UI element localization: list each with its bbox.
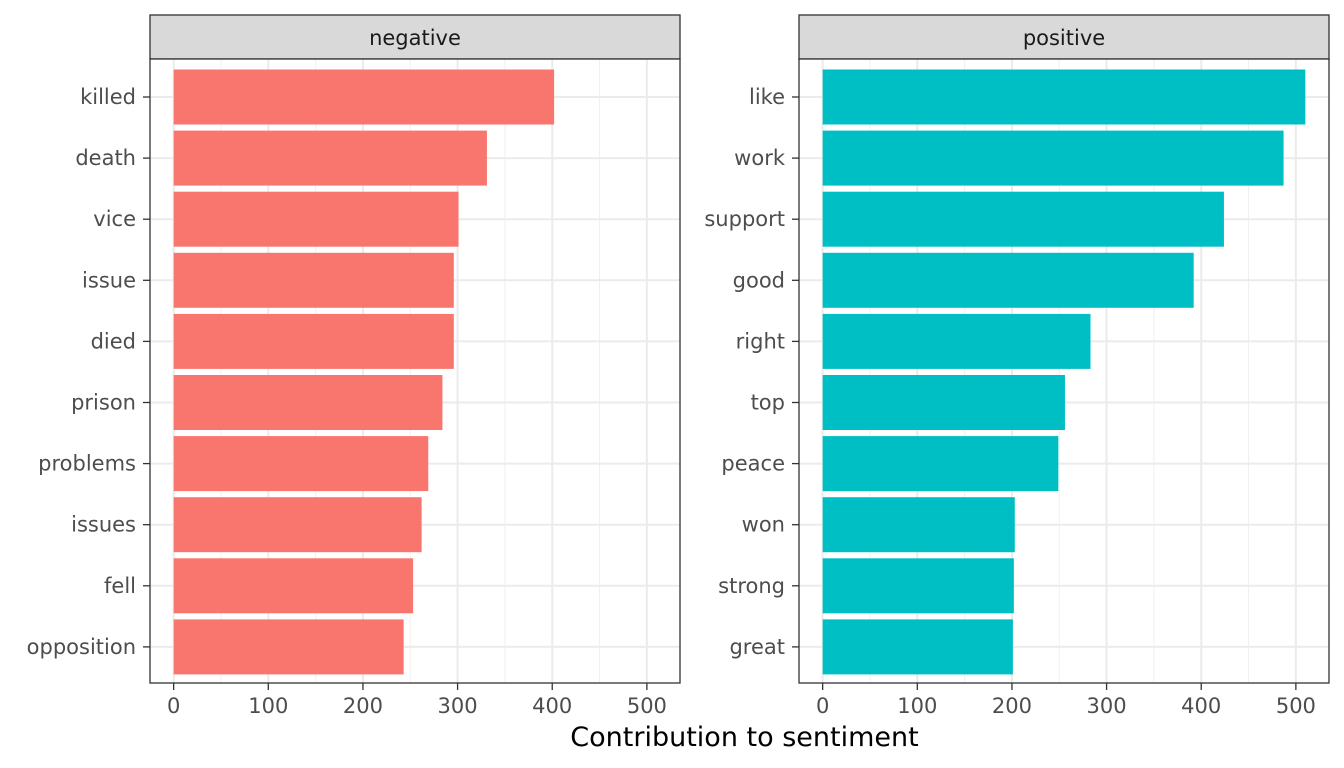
x-tick-label: 400 bbox=[532, 694, 572, 718]
bar-died bbox=[173, 313, 454, 369]
facet-strip-negative bbox=[149, 14, 681, 60]
y-tick-label: issue bbox=[82, 268, 136, 292]
bar-won bbox=[822, 497, 1015, 553]
x-tick-label: 100 bbox=[897, 694, 937, 718]
bar-opposition bbox=[173, 619, 404, 675]
bar-problems bbox=[173, 436, 429, 492]
bar-issues bbox=[173, 497, 422, 553]
x-tick-label: 0 bbox=[816, 694, 829, 718]
facet-strip-label: positive bbox=[1023, 26, 1105, 50]
panel-positive: positive like work support good right top peace… bbox=[704, 14, 1330, 718]
x-tick-label: 200 bbox=[992, 694, 1032, 718]
x-tick-label: 0 bbox=[167, 694, 180, 718]
x-tick-label: 100 bbox=[248, 694, 288, 718]
bar-issue bbox=[173, 252, 454, 308]
bar-strong bbox=[822, 558, 1014, 614]
x-tick-label: 300 bbox=[438, 694, 478, 718]
y-tick-label: work bbox=[734, 146, 786, 170]
x-axis-title: Contribution to sentiment bbox=[570, 722, 918, 753]
y-tick-label: support bbox=[704, 207, 785, 231]
y-tick-label: won bbox=[742, 513, 785, 537]
bar-good bbox=[822, 252, 1194, 308]
bar-prison bbox=[173, 375, 443, 430]
x-tick-label: 500 bbox=[627, 694, 667, 718]
bar-peace bbox=[822, 436, 1059, 492]
panel-border bbox=[149, 58, 681, 684]
y-tick-label: good bbox=[733, 268, 785, 292]
bar-like bbox=[822, 69, 1306, 125]
y-tick-label: problems bbox=[38, 452, 136, 476]
y-tick-label: vice bbox=[93, 207, 136, 231]
bar-right bbox=[822, 313, 1091, 369]
y-tick-label: issues bbox=[71, 513, 136, 537]
panel-negative: negative killed death vice issue died prison pr… bbox=[27, 14, 681, 718]
y-tick-label: top bbox=[751, 391, 785, 415]
panel-border bbox=[798, 58, 1330, 684]
y-tick-label: strong bbox=[718, 574, 785, 598]
bar-fell bbox=[173, 558, 414, 614]
bar-great bbox=[822, 619, 1013, 675]
y-tick-label: opposition bbox=[27, 635, 136, 659]
x-tick-label: 200 bbox=[343, 694, 383, 718]
bar-death bbox=[173, 130, 487, 186]
y-tick-label: killed bbox=[80, 85, 136, 109]
y-tick-label: died bbox=[91, 329, 136, 353]
y-tick-label: like bbox=[749, 85, 785, 109]
x-tick-label: 300 bbox=[1087, 694, 1127, 718]
facet-strip-label: negative bbox=[369, 26, 461, 50]
y-tick-label: prison bbox=[71, 391, 136, 415]
y-tick-label: death bbox=[75, 146, 136, 170]
bar-top bbox=[822, 375, 1065, 430]
y-tick-label: great bbox=[729, 635, 785, 659]
x-tick-label: 400 bbox=[1181, 694, 1221, 718]
bar-killed bbox=[173, 69, 555, 125]
y-tick-label: fell bbox=[104, 574, 136, 598]
bar-work bbox=[822, 130, 1284, 186]
facet-strip-positive bbox=[798, 14, 1330, 60]
x-tick-label: 500 bbox=[1276, 694, 1316, 718]
y-tick-label: peace bbox=[721, 452, 785, 476]
bar-vice bbox=[173, 191, 459, 247]
bar-support bbox=[822, 191, 1224, 247]
y-tick-label: right bbox=[736, 329, 785, 353]
